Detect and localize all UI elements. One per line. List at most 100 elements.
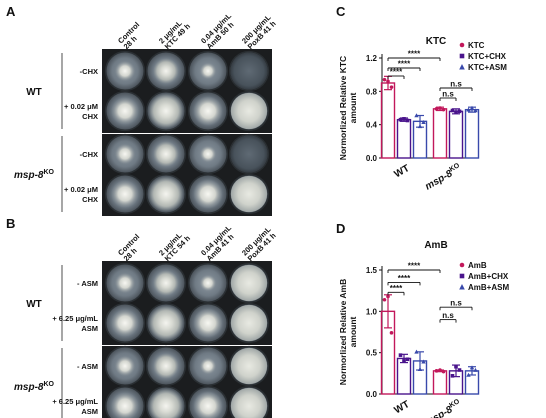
data-point — [466, 372, 471, 377]
data-point — [450, 108, 455, 113]
group-label-superscript: KO — [43, 381, 54, 388]
x-tick-label-text: WT — [393, 163, 412, 180]
data-point — [457, 368, 462, 372]
chart-title: KTC — [426, 36, 447, 47]
petri-dish-growth — [193, 391, 223, 418]
petri-dish-growth — [199, 145, 217, 163]
y-tick-label: 0.4 — [366, 121, 378, 130]
petri-dish-growth — [230, 304, 268, 342]
data-point — [421, 119, 426, 124]
data-point — [417, 367, 423, 371]
data-point — [414, 349, 419, 354]
row-label: ASM — [81, 324, 98, 333]
y-tick-label: 0.0 — [366, 390, 378, 399]
panel-letter: A — [6, 4, 16, 19]
bar — [380, 82, 396, 159]
y-tick-label: 1.0 — [366, 307, 378, 316]
petri-dish-growth — [148, 388, 184, 418]
y-axis-label-line: amount — [348, 92, 358, 123]
petri-dish-growth — [111, 309, 139, 337]
panel-letter: D — [336, 221, 345, 236]
petri-dish-growth — [230, 347, 268, 385]
petri-dish-growth — [114, 143, 136, 165]
y-axis-label: Normorlized Relative KTC amount — [338, 56, 358, 160]
x-tick-label: msp-8KO — [423, 162, 464, 193]
group-label-text: WT — [26, 299, 42, 310]
petri-dish-growth — [193, 308, 223, 338]
legend-marker — [459, 53, 465, 59]
data-point — [386, 79, 390, 84]
petri-dish-growth — [114, 60, 136, 82]
row-label: -CHX — [80, 67, 98, 76]
data-point — [389, 85, 394, 89]
data-point — [402, 359, 406, 363]
y-axis-label-line: amount — [348, 316, 358, 347]
significance-label: **** — [390, 284, 403, 293]
data-point — [405, 357, 410, 362]
data-point — [382, 77, 387, 82]
row-label: -CHX — [80, 150, 98, 159]
data-point — [466, 107, 471, 112]
significance-label: **** — [390, 68, 403, 77]
data-point — [473, 108, 478, 113]
group-label: msp-8KO — [14, 169, 55, 181]
petri-dish-growth — [230, 387, 268, 418]
legend-label: KTC+ASM — [468, 63, 507, 72]
data-point — [421, 359, 426, 364]
y-tick-label: 0.8 — [366, 87, 378, 96]
petri-dish-growth — [153, 353, 179, 379]
petri-dish-growth — [148, 305, 184, 341]
legend-label: KTC — [468, 41, 485, 50]
x-tick-label-superscript: KO — [448, 398, 461, 410]
group-label-text: msp-8 — [14, 382, 44, 393]
data-point — [434, 107, 439, 111]
legend-label: AmB+ASM — [468, 283, 509, 292]
petri-dish-growth — [230, 264, 268, 302]
chart-title: AmB — [424, 240, 447, 251]
petri-dish-growth — [199, 62, 217, 80]
chart-D: D AmB Normorlized Relative AmB amount 0.0 0.5… — [336, 221, 509, 418]
petri-dish-growth — [230, 175, 268, 213]
significance-label: **** — [398, 274, 411, 283]
petri-dish-growth — [199, 274, 217, 292]
data-point — [402, 117, 406, 121]
petri-dish-growth — [153, 270, 179, 296]
y-tick-label: 0.5 — [366, 349, 378, 358]
legend-label: KTC+CHX — [468, 52, 507, 61]
significance-label: n.s — [442, 311, 454, 320]
significance-label: **** — [398, 60, 411, 69]
x-tick-label: msp-8KO — [423, 398, 464, 418]
significance-label: **** — [408, 262, 421, 271]
legend-marker — [459, 262, 465, 268]
bar — [396, 118, 412, 159]
row-label: CHX — [82, 195, 98, 204]
row-label: - ASM — [77, 279, 98, 288]
petri-dish-growth — [193, 96, 223, 126]
data-point — [469, 365, 475, 370]
chart-C: C KTC Normorlized Relative KTC amount 0.0 0.4… — [336, 4, 507, 193]
significance-label: n.s — [450, 80, 462, 89]
legend-marker — [459, 284, 465, 290]
panel-letter: B — [6, 216, 15, 231]
row-label: - ASM — [77, 362, 98, 371]
y-axis-label-line: Normorlized Relative KTC — [338, 56, 348, 160]
row-label: + 6.25 μg/mL — [52, 314, 98, 323]
x-tick: msp-8KO — [423, 398, 464, 418]
y-axis-label: Normorlized Relative AmB amount — [338, 279, 358, 385]
petri-dish-agar — [230, 52, 268, 90]
row-label: + 0.02 μM — [64, 102, 98, 111]
x-tick: WT — [393, 399, 412, 416]
x-tick-label-superscript: KO — [448, 162, 461, 174]
data-point — [469, 105, 475, 110]
data-point — [382, 297, 387, 302]
petri-dish-growth — [148, 93, 184, 129]
group-label-superscript: KO — [43, 169, 54, 176]
legend-marker — [459, 64, 465, 70]
data-point — [438, 106, 442, 110]
group-label: msp-8KO — [14, 381, 55, 393]
y-tick-label: 1.5 — [366, 266, 378, 275]
